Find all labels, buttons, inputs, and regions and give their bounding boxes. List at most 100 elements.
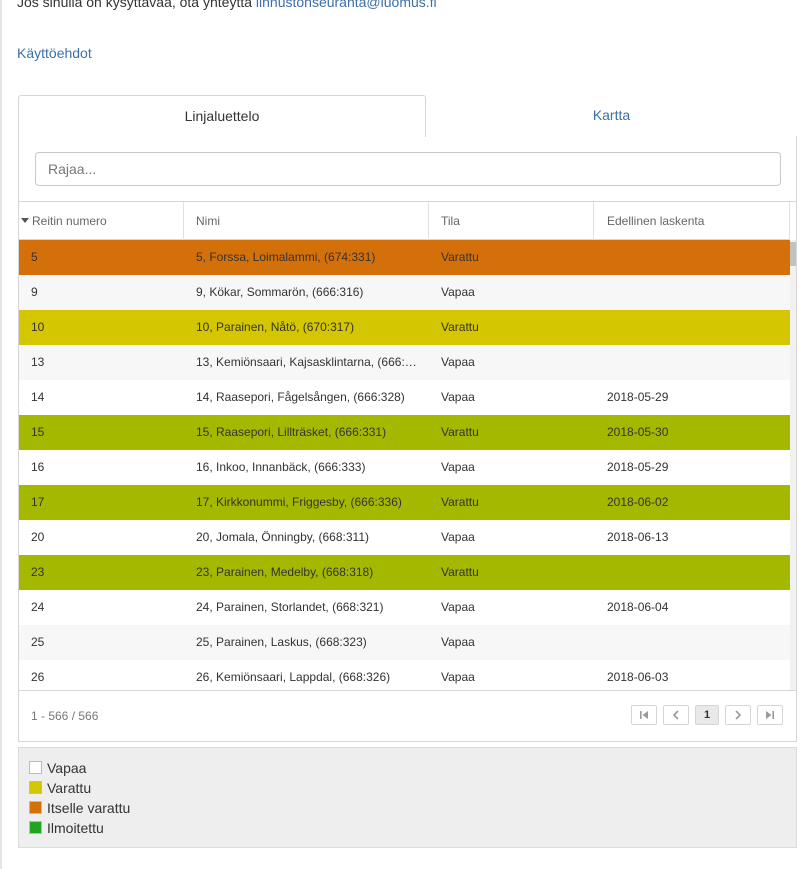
status-cell: Vapaa [441, 355, 475, 369]
route-name-cell: 14, Raasepori, Fågelsången, (666:328) [196, 390, 405, 404]
grid-scrollbar[interactable] [790, 240, 796, 690]
page-left-border [0, 0, 2, 869]
contact-text: Jos sinulla on kysyttävää, ota yhteyttä [17, 0, 253, 10]
table-row[interactable]: 10 10, Parainen, Nåtö, (670:317) Varattu [19, 310, 790, 345]
route-name-cell: 10, Parainen, Nåtö, (670:317) [196, 320, 355, 334]
previous-count-cell: 2018-06-04 [607, 600, 669, 614]
status-cell: Vapaa [441, 670, 475, 684]
table-row[interactable]: 13 13, Kemiönsaari, Kajsasklintarna, (666… [19, 345, 790, 380]
previous-count-cell: 2018-06-02 [607, 495, 669, 509]
legend-label: Itselle varattu [47, 800, 131, 816]
route-number-cell: 25 [31, 635, 45, 649]
previous-count-cell: 2018-05-30 [607, 425, 669, 439]
column-header-label: Reitin numero [32, 214, 107, 228]
legend-label: Vapaa [47, 760, 87, 776]
route-number-cell: 10 [31, 320, 45, 334]
current-page[interactable]: 1 [695, 705, 719, 725]
terms-link[interactable]: Käyttöehdot [17, 45, 92, 61]
column-header-status[interactable]: Tila [429, 202, 594, 240]
prev-page-icon[interactable] [663, 705, 689, 725]
route-name-cell: 9, Kökar, Sommarön, (666:316) [196, 285, 364, 299]
grid-header: Reitin numero Nimi Tila Edellinen lasken… [19, 202, 790, 240]
previous-count-cell [607, 310, 787, 345]
route-name-cell: 25, Parainen, Laskus, (668:323) [196, 635, 367, 649]
previous-count-cell [607, 625, 787, 660]
status-cell: Varattu [441, 250, 479, 264]
pager: 1 - 566 / 566 1 [19, 690, 796, 742]
legend-item: Ilmoitettu [29, 818, 786, 838]
route-name-cell: 5, Forssa, Loimalammi, (674:331) [196, 250, 376, 264]
legend-item: Varattu [29, 778, 786, 798]
route-number-cell: 15 [31, 425, 45, 439]
status-cell: Vapaa [441, 635, 475, 649]
table-row[interactable]: 5 5, Forssa, Loimalammi, (674:331) Varattu [19, 240, 790, 275]
status-legend: Vapaa Varattu Itselle varattu Ilmoitettu [18, 747, 797, 848]
status-cell: Varattu [441, 425, 479, 439]
previous-count-cell: 2018-06-03 [607, 670, 669, 684]
legend-swatch [29, 820, 42, 834]
column-header-name[interactable]: Nimi [184, 202, 429, 240]
next-page-icon[interactable] [725, 705, 751, 725]
previous-count-cell [607, 275, 787, 310]
status-cell: Varattu [441, 495, 479, 509]
route-name-cell: 15, Raasepori, Lillträsket, (666:331) [196, 425, 387, 439]
sort-desc-icon [21, 218, 29, 224]
table-row[interactable]: 26 26, Kemiönsaari, Lappdal, (668:326) Vap… [19, 660, 790, 690]
table-row[interactable]: 24 24, Parainen, Storlandet, (668:321) Vap… [19, 590, 790, 625]
first-page-icon[interactable] [631, 705, 657, 725]
tab-route-list[interactable]: Linjaluettelo [18, 95, 426, 137]
grid-rows: 5 5, Forssa, Loimalammi, (674:331) Varattu… [19, 240, 790, 690]
tab-map[interactable]: Kartta [426, 95, 797, 137]
previous-count-cell: 2018-06-13 [607, 530, 669, 544]
previous-count-cell: 2018-05-29 [607, 460, 669, 474]
legend-swatch [29, 800, 42, 814]
contact-email-link[interactable]: linnustonseuranta@luomus.fi [255, 0, 437, 10]
previous-count-cell [607, 240, 787, 275]
status-cell: Varattu [441, 320, 479, 334]
route-name-cell: 20, Jomala, Önningby, (668:311) [196, 530, 369, 544]
route-number-cell: 17 [31, 495, 45, 509]
table-row[interactable]: 9 9, Kökar, Sommarön, (666:316) Vapaa [19, 275, 790, 310]
legend-swatch [29, 780, 42, 794]
route-number-cell: 24 [31, 600, 45, 614]
route-number-cell: 26 [31, 670, 45, 684]
route-number-cell: 14 [31, 390, 45, 404]
table-row[interactable]: 25 25, Parainen, Laskus, (668:323) Vapaa [19, 625, 790, 660]
column-header-route-number[interactable]: Reitin numero [19, 202, 184, 240]
status-cell: Vapaa [441, 460, 475, 474]
filter-input[interactable] [35, 152, 781, 186]
legend-label: Ilmoitettu [47, 820, 104, 836]
previous-count-cell [607, 555, 787, 590]
pager-info: 1 - 566 / 566 [31, 709, 99, 723]
route-number-cell: 9 [31, 285, 38, 299]
route-name-cell: 17, Kirkkonummi, Friggesby, (666:336) [196, 495, 402, 509]
table-row[interactable]: 23 23, Parainen, Medelby, (668:318) Varatt… [19, 555, 790, 590]
scrollbar-thumb[interactable] [790, 242, 796, 266]
route-grid: Reitin numero Nimi Tila Edellinen lasken… [19, 201, 796, 690]
route-number-cell: 23 [31, 565, 45, 579]
previous-count-cell [607, 345, 787, 380]
table-row[interactable]: 20 20, Jomala, Önningby, (668:311) Vapaa 20… [19, 520, 790, 555]
legend-swatch [29, 760, 42, 774]
table-row[interactable]: 17 17, Kirkkonummi, Friggesby, (666:336) V… [19, 485, 790, 520]
route-number-cell: 20 [31, 530, 45, 544]
route-name-cell: 23, Parainen, Medelby, (668:318) [196, 565, 374, 579]
tab-bar: Linjaluettelo Kartta [18, 95, 797, 137]
route-name-cell: 16, Inkoo, Innanbäck, (666:333) [196, 460, 366, 474]
status-cell: Vapaa [441, 285, 475, 299]
legend-item: Vapaa [29, 758, 786, 778]
previous-count-cell: 2018-05-29 [607, 390, 669, 404]
route-name-cell: 26, Kemiönsaari, Lappdal, (668:326) [196, 670, 391, 684]
route-number-cell: 13 [31, 355, 45, 369]
legend-label: Varattu [47, 780, 92, 796]
legend-item: Itselle varattu [29, 798, 786, 818]
last-page-icon[interactable] [757, 705, 783, 725]
status-cell: Vapaa [441, 600, 475, 614]
route-name-cell: 24, Parainen, Storlandet, (668:321) [196, 600, 384, 614]
contact-line: Jos sinulla on kysyttävää, ota yhteyttä … [17, 0, 437, 10]
route-number-cell: 16 [31, 460, 45, 474]
column-header-previous-count[interactable]: Edellinen laskenta [594, 202, 790, 240]
table-row[interactable]: 16 16, Inkoo, Innanbäck, (666:333) Vapaa 20… [19, 450, 790, 485]
table-row[interactable]: 15 15, Raasepori, Lillträsket, (666:331) V… [19, 415, 790, 450]
table-row[interactable]: 14 14, Raasepori, Fågelsången, (666:328) V… [19, 380, 790, 415]
